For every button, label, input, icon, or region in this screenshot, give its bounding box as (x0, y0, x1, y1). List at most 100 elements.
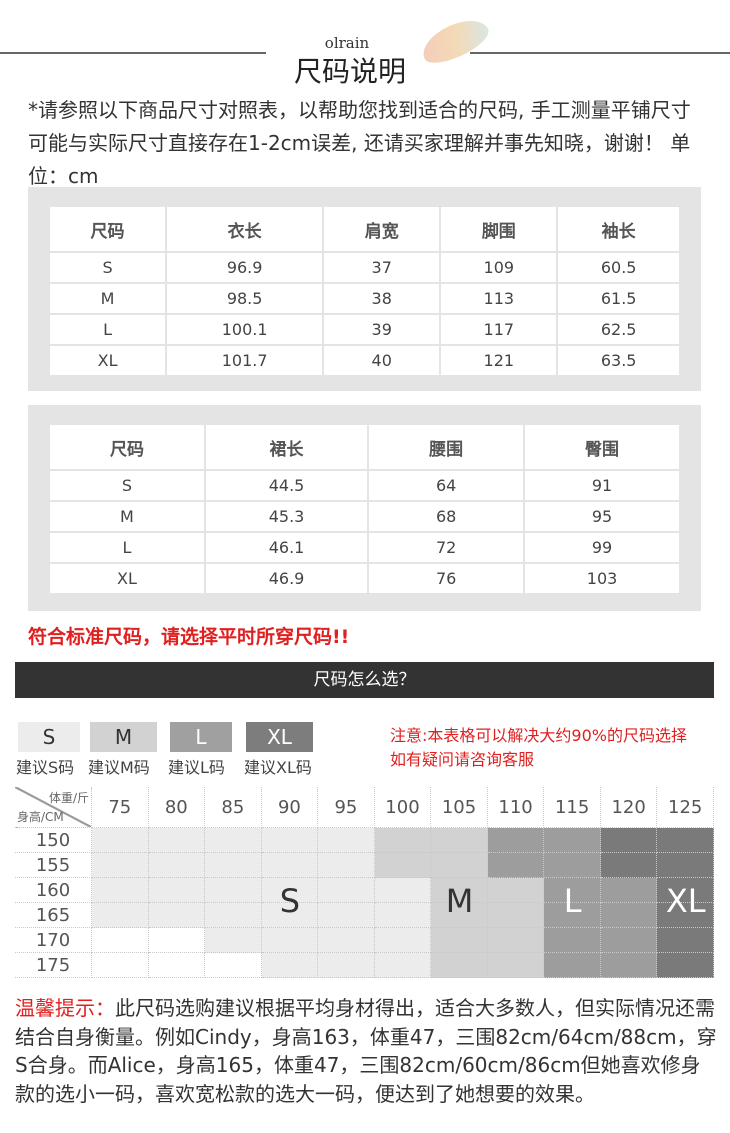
grid-cell (657, 953, 714, 978)
header-rule-right (470, 52, 730, 54)
grid-cell (487, 928, 545, 953)
grid-cell (92, 878, 149, 903)
legend-label: 建议L码 (168, 758, 225, 777)
grid-cell (92, 953, 149, 978)
grid-cell (318, 878, 375, 903)
column-header: 衣长 (167, 207, 323, 251)
grid-cell (148, 853, 206, 878)
height-header: 165 (15, 903, 92, 928)
legend-label: 建议XL码 (244, 758, 312, 777)
size-grid: 体重/斤 身高/CM 75 80 85 90 95 100 105 110 115 120 125 150… (15, 787, 714, 979)
table-cell: 121 (441, 346, 557, 375)
table-cell: 44.5 (205, 471, 368, 500)
section-bar: 尺码怎么选？ (15, 662, 714, 698)
table-row: S 44.5 64 91 (50, 471, 679, 500)
table-cell: 39 (324, 315, 440, 344)
column-header: 脚围 (441, 207, 557, 251)
weight-header: 115 (544, 787, 601, 828)
grid-cell (600, 928, 658, 953)
grid-cell (487, 878, 545, 903)
grid-cell (148, 878, 206, 903)
grid-cell (544, 828, 601, 853)
legend-swatch-s: S (18, 722, 80, 752)
grid-cell (318, 828, 375, 853)
grid-cell (318, 903, 375, 928)
brand-logo: olrain (324, 34, 370, 52)
weight-header: 80 (148, 787, 206, 828)
weight-header: 105 (431, 787, 488, 828)
grid-cell (205, 953, 262, 978)
column-header: 尺码 (50, 207, 166, 251)
table-cell: 60.5 (558, 253, 679, 282)
grid-cell (600, 903, 658, 928)
legend-label: 建议S码 (16, 758, 75, 777)
tip-body: 此尺码选购建议根据平均身材得出，适合大多数人，但实际情况还需结合自身衡量。例如C… (15, 996, 717, 1106)
column-header: 袖长 (558, 207, 679, 251)
table-cell: S (50, 471, 204, 500)
grid-cell (148, 953, 206, 978)
grid-cell (374, 853, 432, 878)
height-header: 170 (15, 928, 92, 953)
weight-header: 90 (261, 787, 319, 828)
weight-header: 120 (600, 787, 658, 828)
height-axis-label: 身高/CM (17, 810, 64, 824)
table-cell: 37 (324, 253, 440, 282)
grid-corner: 体重/斤身高/CM (15, 787, 92, 828)
table-cell: S (50, 253, 166, 282)
tip-prefix: 温馨提示： (15, 996, 115, 1020)
table-cell: 76 (369, 564, 524, 593)
table-cell: L (50, 315, 166, 344)
header-rule-left (0, 52, 266, 54)
table-cell: 63.5 (558, 346, 679, 375)
tip-text: 温馨提示：此尺码选购建议根据平均身材得出，适合大多数人，但实际情况还需结合自身衡… (15, 994, 720, 1108)
grid-cell (431, 828, 488, 853)
table-cell: 46.9 (205, 564, 368, 593)
grid-cell (261, 928, 319, 953)
size-region-label-xl: XL (665, 882, 706, 920)
grid-cell (487, 828, 545, 853)
size-region-label-m: M (445, 882, 474, 920)
grid-cell (261, 878, 319, 903)
table-row: XL 46.9 76 103 (50, 564, 679, 593)
column-header: 臀围 (525, 425, 679, 469)
note-line: 注意:本表格可以解决大约90%的尺码选择 (390, 726, 687, 745)
grid-cell (431, 928, 488, 953)
grid-cell (318, 953, 375, 978)
grid-cell (600, 953, 658, 978)
grid-cell (92, 928, 149, 953)
table-cell: 46.1 (205, 533, 368, 562)
table-cell: 117 (441, 315, 557, 344)
table-cell: L (50, 533, 204, 562)
grid-cell (544, 928, 601, 953)
grid-cell (544, 878, 601, 903)
grid-cell (544, 953, 601, 978)
table-row: XL 101.7 40 121 63.5 (50, 346, 679, 375)
weight-header: 75 (92, 787, 149, 828)
weight-header: 125 (657, 787, 714, 828)
table-row: S 96.9 37 109 60.5 (50, 253, 679, 282)
size-region-label-s: S (279, 882, 301, 920)
table-cell: XL (50, 564, 204, 593)
size-table-top: 尺码 衣长 肩宽 脚围 袖长 S 96.9 37 109 60.5 M 98.5 38 113 61.5 L 1… (28, 187, 701, 391)
table-cell: 72 (369, 533, 524, 562)
table-header-row: 尺码 裙长 腰围 臀围 (50, 425, 679, 469)
grid-cell (487, 953, 545, 978)
grid-cell (205, 928, 262, 953)
table-cell: 68 (369, 502, 524, 531)
table-cell: 40 (324, 346, 440, 375)
grid-cell (318, 853, 375, 878)
weight-axis-label: 体重/斤 (48, 791, 89, 805)
grid-cell (318, 928, 375, 953)
grid-cell (205, 828, 262, 853)
grid-cell (544, 853, 601, 878)
grid-cell (657, 878, 714, 903)
grid-cell (374, 928, 432, 953)
grid-cell (431, 878, 488, 903)
grid-cell (374, 953, 432, 978)
intro-text: *请参照以下商品尺寸对照表，以帮助您找到适合的尺码, 手工测量平铺尺寸可能与实际… (28, 98, 691, 188)
grid-cell (600, 853, 658, 878)
height-header: 175 (15, 953, 92, 978)
grid-cell (148, 828, 206, 853)
grid-cell (374, 878, 432, 903)
grid-cell (92, 903, 149, 928)
